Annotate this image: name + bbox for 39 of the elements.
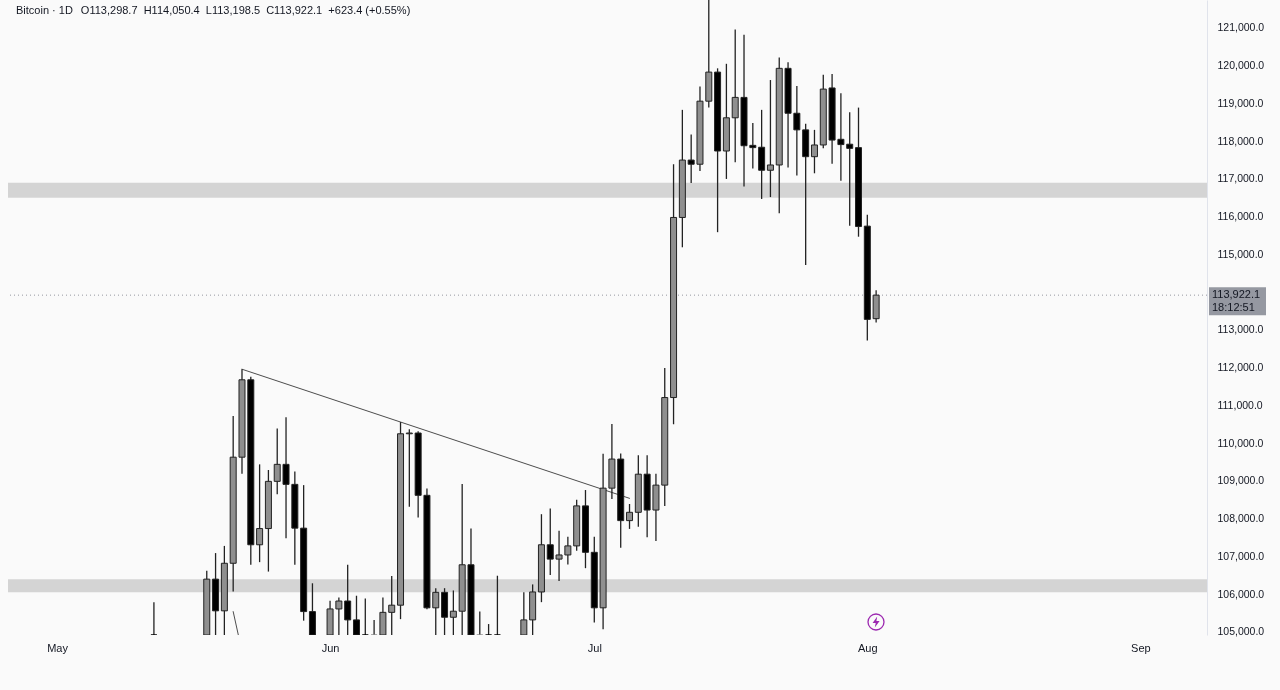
candlestick [361, 597, 369, 635]
y-tick-label: 105,000.0 [1217, 625, 1265, 638]
candlestick [520, 591, 528, 635]
ref-line-label: 113,922.1 [1212, 288, 1261, 301]
candlestick [449, 589, 457, 635]
candlestick [476, 610, 484, 635]
candlestick [370, 619, 378, 635]
y-tick-label: 113,000.0 [1217, 323, 1264, 336]
x-tick-label: May [47, 641, 69, 654]
y-tick-label: 119,000.0 [1217, 96, 1264, 109]
y-tick-label: 110,000.0 [1217, 436, 1264, 449]
y-tick-label: 107,000.0 [1217, 549, 1265, 562]
candlestick [352, 595, 360, 635]
y-tick-label: 120,000.0 [1217, 59, 1265, 72]
candlestick [758, 109, 766, 200]
text: 18:12:51 [1212, 301, 1255, 314]
candlestick [308, 582, 316, 635]
y-tick-label: 109,000.0 [1217, 474, 1265, 487]
y-tick-label: 106,000.0 [1217, 587, 1265, 600]
y-tick-label: 117,000.0 [1217, 172, 1264, 185]
y-tick-label: 108,000.0 [1217, 512, 1265, 525]
y-tick-label: 118,000.0 [1217, 134, 1264, 147]
x-tick-label: Sep [1131, 641, 1151, 654]
candlestick [810, 129, 818, 174]
x-tick-label: Jun [321, 641, 340, 654]
candlestick [256, 463, 264, 563]
candlestick [626, 503, 634, 530]
candlestick [493, 575, 501, 635]
x-tick-label: Aug [858, 641, 878, 654]
chart-subtitle: O113,298.7 H114,050.4 L113,198.5 C113,922.1 +623.4 (+0.55%) [80, 4, 411, 16]
x-tick-label: Jul [587, 641, 602, 654]
y-tick-label: 116,000.0 [1217, 210, 1264, 223]
y-tick-label: 121,000.0 [1217, 21, 1265, 34]
y-tick-label: 115,000.0 [1217, 247, 1264, 260]
y-tick-label: 111,000.0 [1217, 398, 1263, 411]
chart-title: Bitcoin · 1D [16, 4, 73, 16]
candlestick [150, 601, 158, 635]
candlestick [766, 79, 774, 198]
y-tick-label: 112,000.0 [1217, 361, 1264, 374]
